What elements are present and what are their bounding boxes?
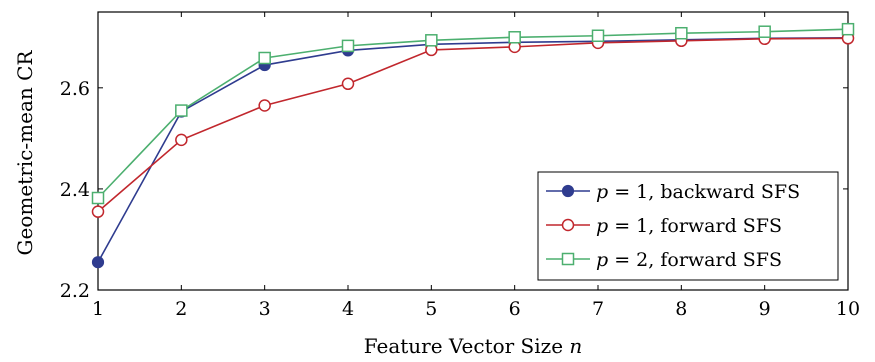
plot-frame — [97, 11, 849, 291]
legend-label-var: p — [596, 249, 608, 271]
data-point — [758, 25, 771, 38]
legend-label-suffix: forward SFS — [660, 249, 782, 271]
series-layer — [91, 22, 855, 269]
x-tick-label: 4 — [342, 298, 354, 320]
legend-label-value: = 1, — [608, 215, 660, 237]
data-point — [841, 22, 855, 36]
data-point — [175, 104, 188, 117]
x-tick-label: 6 — [509, 298, 521, 320]
legend-marker — [561, 252, 575, 266]
x-axis: 1 2 3 4 5 6 7 8 9 10 — [92, 12, 860, 320]
data-point — [508, 31, 521, 44]
x-tick-label: 9 — [759, 298, 771, 320]
legend-marker — [561, 184, 575, 198]
plot-border — [97, 11, 849, 291]
data-point — [91, 205, 105, 218]
data-point — [91, 191, 105, 205]
legend-item: p = 1, backward SFS — [546, 181, 800, 203]
legend-marker — [561, 218, 575, 232]
data-point — [675, 26, 688, 40]
series-line — [97, 28, 849, 199]
legend-label: p = 1, forward SFS — [596, 215, 782, 237]
legend-label-value: = 1, — [608, 181, 660, 203]
x-tick-label: 10 — [836, 298, 860, 320]
series-3 — [91, 22, 855, 205]
x-axis-label: Feature Vector Size n — [364, 334, 583, 358]
series-line — [97, 37, 849, 213]
data-point — [91, 256, 105, 269]
legend-label: p = 1, backward SFS — [596, 181, 800, 203]
x-tick-label: 2 — [175, 298, 187, 320]
legend-item: p = 1, forward SFS — [546, 215, 782, 237]
data-point — [175, 133, 188, 147]
y-tick-label: 2.2 — [60, 280, 90, 302]
data-point — [258, 51, 271, 65]
x-tick-label: 8 — [675, 298, 687, 320]
legend-label-var: p — [596, 181, 608, 203]
series-2 — [91, 32, 855, 218]
y-tick-label: 2.6 — [60, 78, 90, 100]
x-axis-label-text: Feature Vector Size — [364, 334, 570, 358]
legend-box — [537, 171, 839, 281]
y-tick-label: 2.4 — [60, 179, 90, 201]
x-axis-label-variable: n — [569, 334, 582, 358]
legend-label-value: = 2, — [608, 249, 660, 271]
data-point — [341, 77, 355, 91]
legend-item: p = 2, forward SFS — [546, 249, 782, 271]
y-axis: 2.2 2.4 2.6 — [60, 78, 848, 302]
y-axis-label: Geometric-mean CR — [13, 50, 37, 256]
data-point — [341, 39, 355, 53]
legend-label-suffix: forward SFS — [660, 215, 782, 237]
data-point — [425, 34, 438, 47]
x-tick-label: 7 — [592, 298, 604, 320]
x-tick-label: 1 — [92, 298, 104, 320]
legend-label-suffix: backward SFS — [660, 181, 800, 203]
x-tick-label: 3 — [259, 298, 271, 320]
legend-label: p = 2, forward SFS — [596, 249, 782, 271]
legend-label-var: p — [596, 215, 608, 237]
x-tick-label: 5 — [425, 298, 437, 320]
data-point — [591, 29, 605, 43]
data-point — [258, 99, 271, 112]
